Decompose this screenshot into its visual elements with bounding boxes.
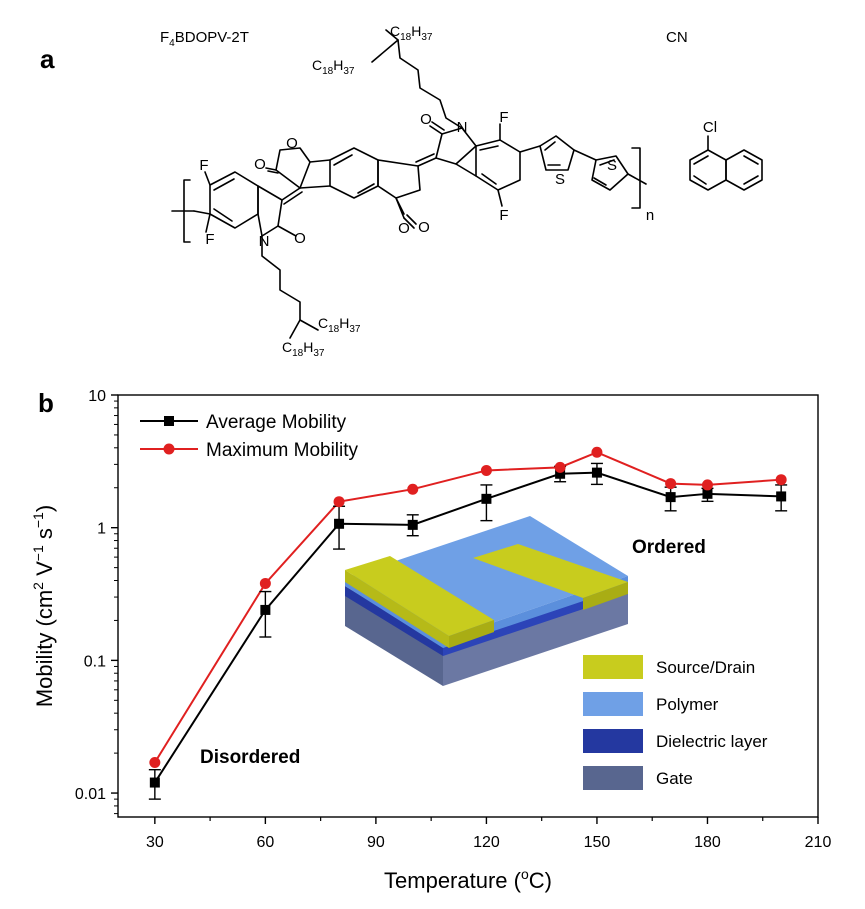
svg-text:F: F [205,231,214,248]
polymer-name: F4BDOPV-2T [160,29,249,49]
y-axis: 0.01 0.1 1 10 [75,388,118,815]
y-tick-label: 10 [88,388,106,405]
annotation-ordered: Ordered [632,537,706,558]
point-average-mobility [334,518,345,529]
point-maximum-mobility [775,474,787,486]
annotation-disordered: Disordered [200,747,300,768]
x-tick-label: 60 [256,834,274,851]
drain-electrode-top [473,544,628,598]
svg-text:O: O [398,220,410,237]
point-maximum-mobility [701,479,713,491]
svg-text:O: O [418,219,430,236]
x-axis-label: Temperature (oC) [384,866,552,893]
device-legend: Source/Drain Polymer Dielectric layer Gate [583,655,768,790]
point-average-mobility [776,491,787,502]
point-average-mobility [481,493,492,504]
svg-text:C18H37: C18H37 [312,57,355,77]
x-tick-label: 150 [584,834,611,851]
point-average-mobility [149,777,160,788]
source-electrode-top [345,556,494,636]
svg-text:S: S [555,171,565,188]
plot-frame [117,394,819,818]
device-schematic [345,516,628,686]
device-legend-label: Polymer [656,695,719,714]
x-tick-label: 30 [146,834,164,851]
x-axis: 30 60 90 120 150 180 210 [146,817,832,851]
device-legend-swatch [583,655,643,679]
polymer-structure [171,29,763,339]
y-tick-label: 0.01 [75,786,106,803]
legend-label: Maximum Mobility [206,440,359,461]
point-maximum-mobility [259,577,271,589]
panel-b-label: b [38,388,54,418]
device-legend-swatch [583,766,643,790]
point-maximum-mobility [149,756,161,768]
svg-text:Cl: Cl [703,119,717,136]
svg-text:C18H37: C18H37 [318,315,361,335]
gate-layer-front [443,592,628,686]
series-line [153,451,782,764]
svg-text:S: S [607,157,617,174]
x-tick-label: 180 [694,834,721,851]
legend-marker [164,416,174,426]
device-legend-label: Source/Drain [656,658,755,677]
drain-electrode-front [583,582,628,610]
svg-text:F: F [499,207,508,224]
point-average-mobility [260,604,271,615]
legend-label: Average Mobility [206,412,347,433]
svg-text:N: N [259,233,270,250]
x-tick-label: 210 [805,834,832,851]
point-maximum-mobility [591,446,603,458]
point-maximum-mobility [554,461,566,473]
dielectric-layer-side [345,586,443,656]
y-tick-label: 1 [97,521,106,538]
point-maximum-mobility [665,478,677,490]
dielectric-layer-front [443,584,628,656]
device-legend-swatch [583,692,643,716]
point-average-mobility [665,492,676,503]
svg-text:O: O [294,230,306,247]
series-markers [149,446,787,788]
point-maximum-mobility [480,464,492,476]
panel-a-label: a [40,44,55,74]
point-average-mobility [702,488,713,499]
point-average-mobility [591,467,602,478]
point-maximum-mobility [333,496,345,508]
svg-text:O: O [420,111,432,128]
svg-text:F: F [499,109,508,126]
solvent-name: CN [666,29,688,46]
alkyl-chain-labels: C18H37 C18H37 C18H37 C18H37 [282,23,433,359]
panel-a: a F4BDOPV-2T CN [40,23,763,359]
y-axis-label: Mobility (cm2 V−1 s−1) [30,505,57,707]
device-legend-label: Gate [656,769,693,788]
svg-text:N: N [457,119,468,136]
gate-layer-side [345,594,443,686]
svg-text:C18H37: C18H37 [390,23,433,43]
x-tick-label: 120 [473,834,500,851]
source-electrode-front [449,620,494,648]
svg-text:n: n [646,207,654,224]
point-average-mobility [555,468,566,479]
device-legend-swatch [583,729,643,753]
structure-atom-labels: F F N O O O O O O N F F S S n Cl [199,109,717,250]
device-legend-label: Dielectric layer [656,732,768,751]
chart-legend: Average Mobility Maximum Mobility [140,412,359,461]
panel-b: b 30 60 90 120 150 180 210 0.01 0.1 1 10 Temperat… [30,388,831,893]
source-electrode-side [345,570,449,648]
svg-text:F: F [199,157,208,174]
y-tick-label: 0.1 [84,653,106,670]
series-lines [153,451,782,784]
svg-text:O: O [286,135,298,152]
point-average-mobility [407,519,418,530]
point-maximum-mobility [407,483,419,495]
svg-text:O: O [254,156,266,173]
x-tick-label: 90 [367,834,385,851]
svg-text:C18H37: C18H37 [282,339,325,359]
legend-marker [163,443,175,455]
series-line [153,471,782,784]
